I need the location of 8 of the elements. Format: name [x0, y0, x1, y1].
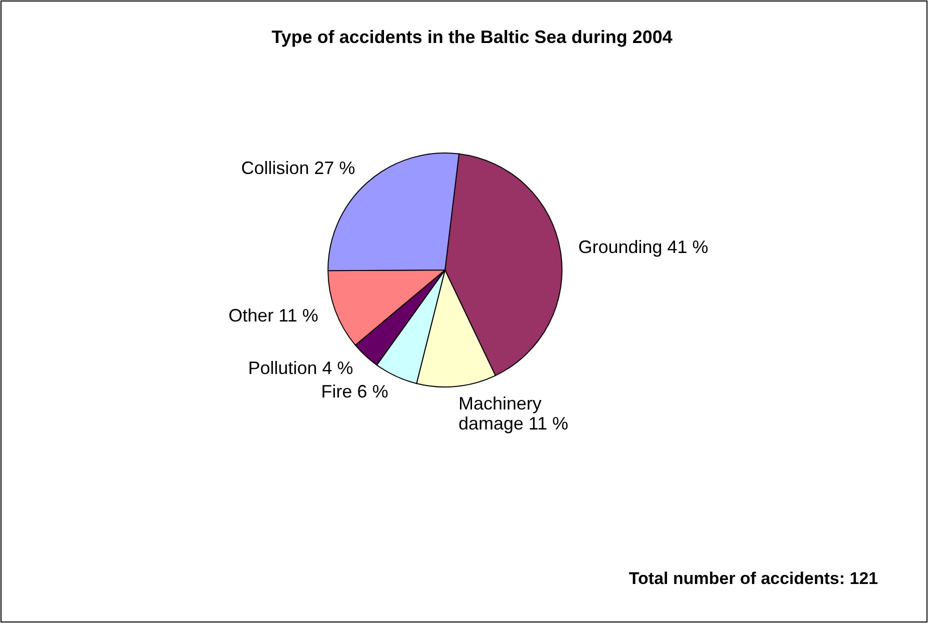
slice-label: Other 11 %: [228, 305, 318, 326]
slice-label: Machinery damage 11 %: [458, 393, 568, 434]
slice-label: Collision 27 %: [241, 158, 356, 178]
chart-title: Type of accidents in the Baltic Sea during 2004: [272, 27, 672, 47]
slice-label: Pollution 4 %: [248, 358, 354, 378]
slice-label: Grounding 41 %: [578, 237, 708, 258]
text: Total number of accidents: 121: [628, 569, 878, 588]
slice-label: Fire 6 %: [321, 381, 388, 402]
